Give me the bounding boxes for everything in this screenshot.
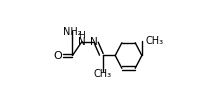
Text: N: N — [90, 37, 98, 47]
Text: NH₂: NH₂ — [63, 27, 82, 37]
Text: CH₃: CH₃ — [94, 69, 112, 79]
Text: N: N — [78, 37, 86, 47]
Text: O: O — [54, 51, 62, 60]
Text: H: H — [79, 31, 85, 40]
Text: CH₃: CH₃ — [145, 36, 163, 46]
